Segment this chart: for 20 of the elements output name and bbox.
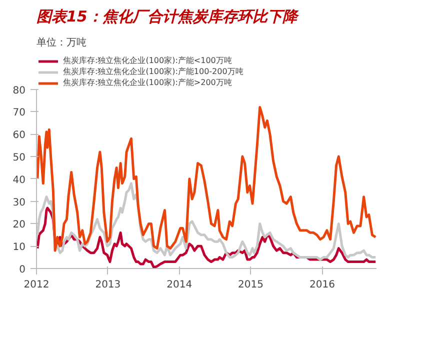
y-tick-label: 70	[12, 108, 26, 119]
chart-title: 图表15：焦化厂合计焦炭库存环比下降	[36, 8, 300, 26]
x-tick-label: 2012	[24, 280, 50, 290]
x-tick-label: 2015	[238, 280, 264, 290]
y-axis-title: 单位：万吨	[36, 36, 86, 48]
legend-label: 焦炭库存:独立焦化企业(100家):产能>200万吨	[63, 77, 232, 88]
y-tick-label: 60	[12, 130, 26, 142]
y-tick-label: 80	[12, 85, 26, 96]
y-tick-label: 20	[12, 220, 26, 231]
legend-label: 焦炭库存:独立焦化企业(100家):产能100-200万吨	[63, 66, 244, 77]
legend-label: 焦炭库存:独立焦化企业(100家):产能<100万吨	[63, 55, 232, 66]
x-tick-label: 2014	[166, 280, 192, 290]
y-tick-label: 0	[19, 264, 26, 276]
y-tick-label: 50	[12, 152, 26, 164]
y-tick-label: 40	[12, 174, 26, 186]
x-tick-label: 2016	[309, 280, 335, 290]
y-tick-label: 10	[12, 242, 26, 254]
x-tick-label: 2013	[95, 280, 121, 290]
y-tick-label: 30	[12, 197, 26, 208]
line-series	[36, 106, 376, 252]
